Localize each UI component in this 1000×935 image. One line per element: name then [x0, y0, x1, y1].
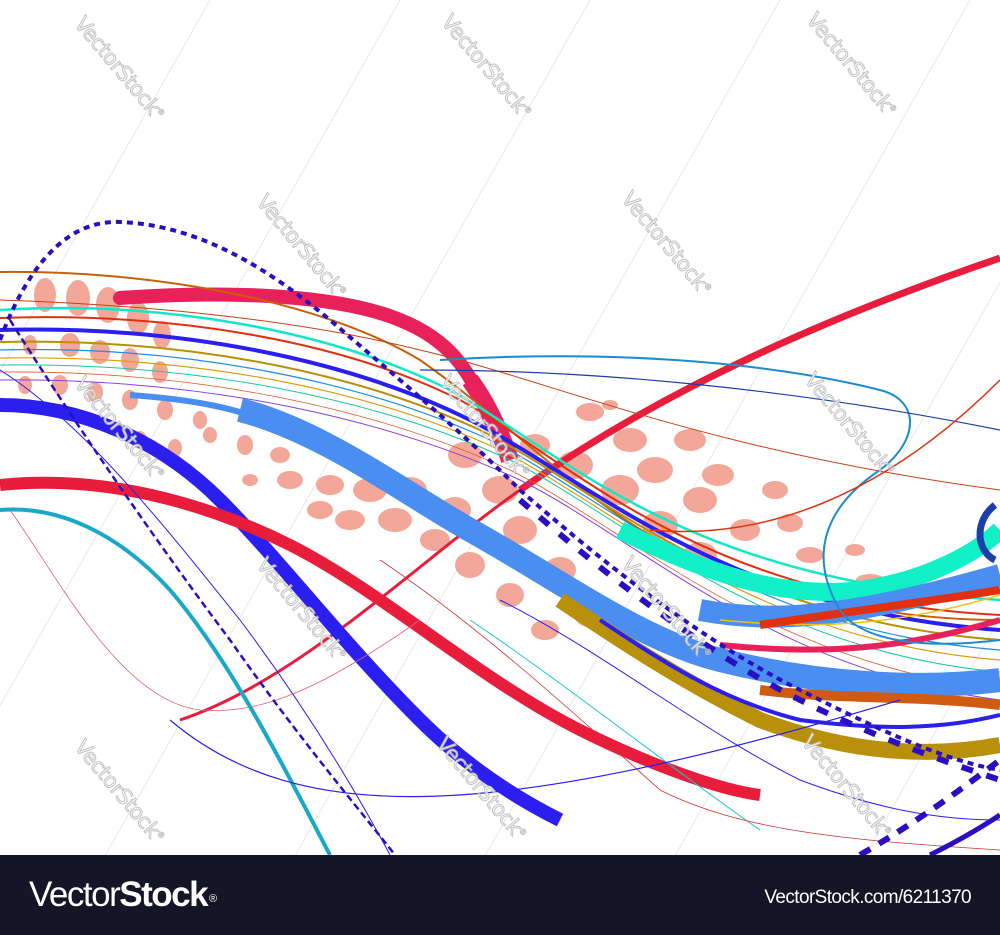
blue-loop [439, 355, 1000, 645]
teal-line [0, 507, 332, 855]
footer-bar: VectorStock ® VectorStock.com/6211370 [0, 855, 1000, 935]
sky-blue-ribbon [237, 398, 1000, 697]
brand-logo-light: Vector [29, 875, 121, 914]
olive-ribbon [555, 593, 1000, 760]
brand-logo-bold: Stock [119, 875, 208, 914]
dashed-line [0, 219, 1000, 772]
artwork-canvas: VectorStock® VectorStock® VectorStock® V… [0, 0, 1000, 855]
wave-artwork [0, 0, 1000, 855]
turquoise-ribbon [615, 521, 1000, 601]
red-rising-line [179, 256, 1000, 722]
image-url[interactable]: VectorStock.com/6211370 [764, 887, 971, 908]
brand-logo[interactable]: VectorStock ® [29, 875, 217, 915]
red-ribbon [0, 476, 761, 801]
registered-mark: ® [209, 893, 217, 905]
crimson-ribbon [113, 287, 497, 427]
